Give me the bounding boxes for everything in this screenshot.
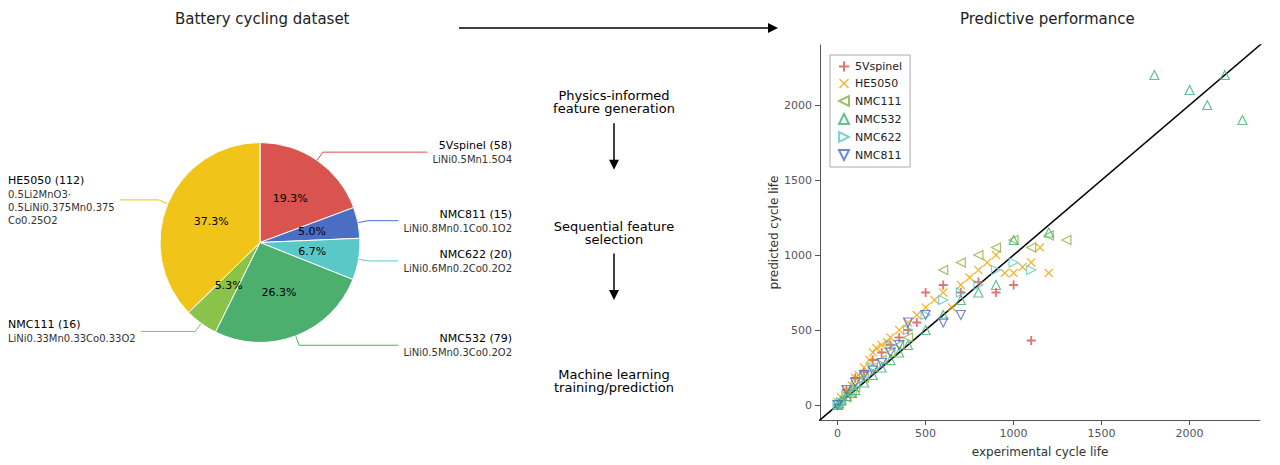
svg-text:0.5Li2MnO3·: 0.5Li2MnO3· xyxy=(8,189,71,200)
svg-text:2000: 2000 xyxy=(1176,427,1204,440)
svg-text:5Vspinel: 5Vspinel xyxy=(855,60,902,73)
svg-text:LiNi0.33Mn0.33Co0.33O2: LiNi0.33Mn0.33Co0.33O2 xyxy=(8,333,136,344)
svg-text:500: 500 xyxy=(915,427,936,440)
svg-text:HE5050 (112): HE5050 (112) xyxy=(8,174,84,187)
svg-text:500: 500 xyxy=(791,324,812,337)
svg-text:NMC811 (15): NMC811 (15) xyxy=(440,208,512,221)
svg-text:experimental cycle life: experimental cycle life xyxy=(972,445,1109,459)
svg-text:1500: 1500 xyxy=(784,174,812,187)
svg-text:selection: selection xyxy=(585,232,643,247)
svg-text:0: 0 xyxy=(805,399,812,412)
svg-text:Sequential feature: Sequential feature xyxy=(553,218,675,234)
svg-text:0.5LiNi0.375Mn0.375: 0.5LiNi0.375Mn0.375 xyxy=(8,202,115,213)
svg-text:NMC111: NMC111 xyxy=(855,95,901,108)
svg-text:NMC811: NMC811 xyxy=(855,149,901,162)
svg-text:1000: 1000 xyxy=(1000,427,1028,440)
svg-text:NMC532: NMC532 xyxy=(855,113,901,126)
svg-text:LiNi0.5Mn0.3Co0.2O2: LiNi0.5Mn0.3Co0.2O2 xyxy=(403,347,512,358)
svg-text:Physics-informed: Physics-informed xyxy=(558,88,670,104)
svg-text:5.0%: 5.0% xyxy=(298,225,326,238)
svg-text:Battery cycling dataset: Battery cycling dataset xyxy=(175,10,350,28)
svg-text:NMC622 (20): NMC622 (20) xyxy=(440,248,512,261)
svg-text:Predictive performance: Predictive performance xyxy=(960,10,1135,28)
svg-text:Co0.25O2: Co0.25O2 xyxy=(8,215,58,226)
svg-text:feature generation: feature generation xyxy=(553,101,675,116)
svg-text:5Vspinel (58): 5Vspinel (58) xyxy=(439,139,512,152)
svg-text:LiNi0.6Mn0.2Co0.2O2: LiNi0.6Mn0.2Co0.2O2 xyxy=(403,263,512,274)
svg-text:Machine learning: Machine learning xyxy=(558,367,670,383)
svg-text:NMC111 (16): NMC111 (16) xyxy=(8,318,80,331)
svg-text:predicted cycle life: predicted cycle life xyxy=(767,176,781,290)
svg-text:2000: 2000 xyxy=(784,99,812,112)
svg-text:NMC532 (79): NMC532 (79) xyxy=(440,332,512,345)
svg-text:HE5050: HE5050 xyxy=(855,77,898,90)
svg-text:5.3%: 5.3% xyxy=(215,279,243,292)
svg-text:6.7%: 6.7% xyxy=(298,245,326,258)
svg-text:0: 0 xyxy=(834,427,841,440)
svg-text:LiNi0.8Mn0.1Co0.1O2: LiNi0.8Mn0.1Co0.1O2 xyxy=(403,223,512,234)
svg-text:LiNi0.5Mn1.5O4: LiNi0.5Mn1.5O4 xyxy=(432,154,512,165)
svg-text:19.3%: 19.3% xyxy=(273,192,308,205)
svg-text:1500: 1500 xyxy=(1088,427,1116,440)
svg-text:26.3%: 26.3% xyxy=(261,286,296,299)
svg-text:training/prediction: training/prediction xyxy=(554,380,674,395)
svg-text:NMC622: NMC622 xyxy=(855,131,901,144)
svg-text:1000: 1000 xyxy=(784,249,812,262)
svg-text:37.3%: 37.3% xyxy=(194,215,229,228)
